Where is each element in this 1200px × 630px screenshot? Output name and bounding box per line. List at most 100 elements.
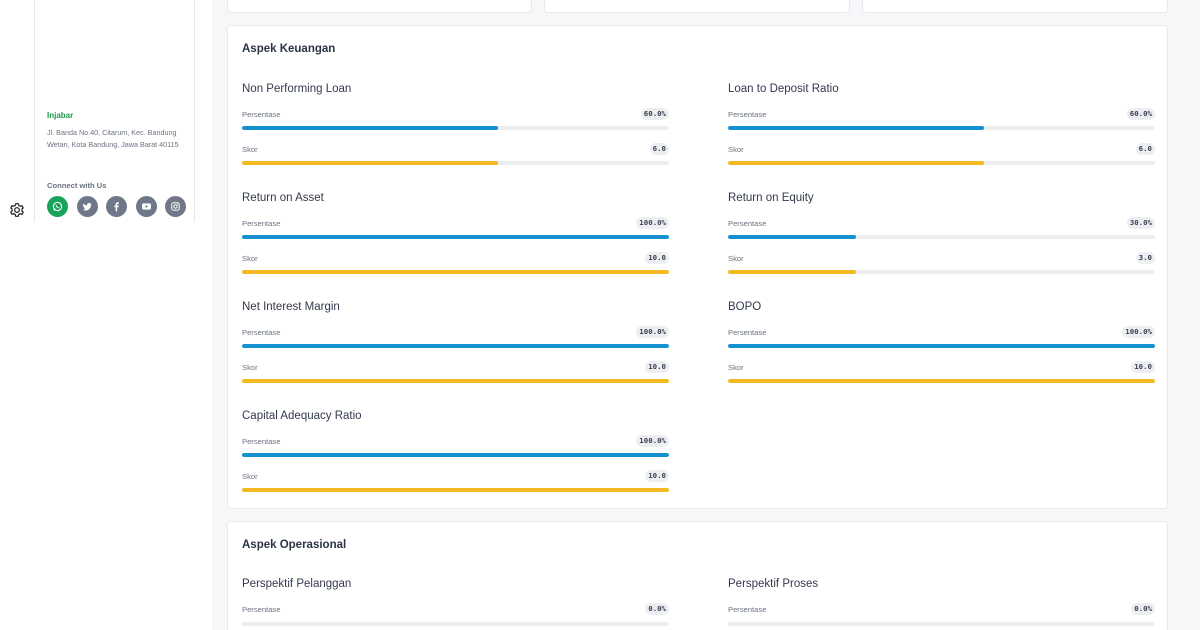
score-badge: 3.0 bbox=[1135, 252, 1155, 264]
metric-roa: Return on Asset Persentase 100.0% Skor 1… bbox=[242, 192, 669, 282]
percent-bar-fill bbox=[242, 126, 499, 130]
sidebar-footer: Injabar Jl. Banda No.40, Citarum, Kec. B… bbox=[34, 0, 195, 222]
percent-badge: 60.0% bbox=[640, 108, 669, 120]
social-links bbox=[47, 196, 186, 217]
percent-bar bbox=[728, 126, 1155, 130]
instagram-icon[interactable] bbox=[165, 196, 186, 217]
score-bar-fill bbox=[242, 379, 669, 383]
score-badge: 10.0 bbox=[1131, 361, 1155, 373]
percent-badge: 0.0% bbox=[1131, 603, 1155, 615]
footer-brand: Injabar bbox=[47, 111, 74, 120]
score-bar bbox=[242, 161, 669, 165]
score-bar-fill bbox=[728, 379, 1155, 383]
percent-label: Persentase bbox=[728, 605, 767, 614]
aspek-operasional-card: Aspek Operasional Perspektif Pelanggan P… bbox=[227, 521, 1168, 630]
percent-badge: 100.0% bbox=[1122, 326, 1155, 338]
score-label: Skor bbox=[242, 363, 258, 372]
score-label: Skor bbox=[728, 145, 744, 154]
metric-title: Net Interest Margin bbox=[242, 301, 340, 313]
percent-bar bbox=[242, 344, 669, 348]
summary-card bbox=[862, 0, 1168, 13]
score-label: Skor bbox=[242, 254, 258, 263]
percent-bar-fill bbox=[242, 453, 669, 457]
score-bar-fill bbox=[728, 161, 985, 165]
footer-address: Jl. Banda No.40, Citarum, Kec. Bandung W… bbox=[47, 128, 179, 149]
percent-bar-fill bbox=[728, 126, 985, 130]
score-bar-fill bbox=[242, 488, 669, 492]
percent-label: Persentase bbox=[242, 605, 281, 614]
score-bar bbox=[242, 270, 669, 274]
sidebar-blank bbox=[0, 222, 212, 630]
score-bar bbox=[728, 161, 1155, 165]
score-label: Skor bbox=[728, 254, 744, 263]
card-title: Aspek Operasional bbox=[242, 539, 347, 551]
percent-label: Persentase bbox=[242, 328, 281, 337]
metric-title: Perspektif Pelanggan bbox=[242, 578, 352, 590]
percent-label: Persentase bbox=[242, 437, 281, 446]
main-content: Aspek Keuangan Non Performing Loan Perse… bbox=[212, 0, 1200, 630]
score-label: Skor bbox=[728, 363, 744, 372]
summary-card bbox=[227, 0, 532, 13]
metric-bopo: BOPO Persentase 100.0% Skor 10.0 bbox=[728, 301, 1155, 391]
metric-title: Return on Asset bbox=[242, 192, 324, 204]
percent-bar-fill bbox=[728, 235, 857, 239]
score-label: Skor bbox=[242, 145, 258, 154]
score-badge: 6.0 bbox=[1135, 143, 1155, 155]
percent-bar bbox=[728, 235, 1155, 239]
percent-bar bbox=[242, 453, 669, 457]
percent-bar bbox=[728, 622, 1155, 626]
percent-bar-fill bbox=[242, 235, 669, 239]
score-bar bbox=[728, 270, 1155, 274]
score-bar bbox=[242, 488, 669, 492]
score-bar bbox=[242, 379, 669, 383]
metric-title: Perspektif Proses bbox=[728, 578, 819, 590]
percent-label: Persentase bbox=[728, 219, 767, 228]
score-bar bbox=[728, 379, 1155, 383]
percent-badge: 0.0% bbox=[645, 603, 669, 615]
percent-badge: 30.0% bbox=[1126, 217, 1155, 229]
whatsapp-icon[interactable] bbox=[47, 196, 68, 217]
sidebar: Injabar Jl. Banda No.40, Citarum, Kec. B… bbox=[0, 0, 212, 630]
score-bar-fill bbox=[242, 270, 669, 274]
score-badge: 10.0 bbox=[645, 252, 669, 264]
percent-bar bbox=[728, 344, 1155, 348]
gear-icon[interactable] bbox=[9, 202, 25, 218]
percent-bar-fill bbox=[728, 344, 1155, 348]
connect-label: Connect with Us bbox=[47, 181, 107, 190]
metric-perspektif-pelanggan: Perspektif Pelanggan Persentase 0.0% bbox=[242, 578, 669, 630]
percent-badge: 60.0% bbox=[1126, 108, 1155, 120]
aspek-keuangan-card: Aspek Keuangan Non Performing Loan Perse… bbox=[227, 25, 1168, 509]
percent-badge: 100.0% bbox=[636, 326, 669, 338]
twitter-icon[interactable] bbox=[76, 196, 98, 217]
metric-npl: Non Performing Loan Persentase 60.0% Sko… bbox=[242, 83, 669, 173]
card-title: Aspek Keuangan bbox=[242, 43, 336, 55]
percent-label: Persentase bbox=[242, 219, 281, 228]
score-bar-fill bbox=[728, 270, 857, 274]
metric-title: Non Performing Loan bbox=[242, 83, 352, 95]
youtube-icon[interactable] bbox=[135, 196, 157, 217]
metric-title: Return on Equity bbox=[728, 192, 814, 204]
metric-roe: Return on Equity Persentase 30.0% Skor 3… bbox=[728, 192, 1155, 282]
percent-badge: 100.0% bbox=[636, 217, 669, 229]
metric-nim: Net Interest Margin Persentase 100.0% Sk… bbox=[242, 301, 669, 391]
score-badge: 10.0 bbox=[645, 470, 669, 482]
metric-car: Capital Adequacy Ratio Persentase 100.0%… bbox=[242, 410, 669, 500]
score-bar-fill bbox=[242, 161, 499, 165]
score-label: Skor bbox=[242, 472, 258, 481]
metric-title: BOPO bbox=[728, 301, 762, 313]
percent-bar bbox=[242, 622, 669, 626]
score-badge: 6.0 bbox=[649, 143, 669, 155]
facebook-icon[interactable] bbox=[106, 196, 127, 217]
percent-label: Persentase bbox=[242, 110, 281, 119]
percent-badge: 100.0% bbox=[636, 435, 669, 447]
percent-bar bbox=[242, 126, 669, 130]
percent-label: Persentase bbox=[728, 328, 767, 337]
metric-perspektif-proses: Perspektif Proses Persentase 0.0% bbox=[728, 578, 1155, 630]
summary-card bbox=[544, 0, 850, 13]
percent-label: Persentase bbox=[728, 110, 767, 119]
metric-ldr: Loan to Deposit Ratio Persentase 60.0% S… bbox=[728, 83, 1155, 173]
metric-title: Capital Adequacy Ratio bbox=[242, 410, 362, 422]
score-badge: 10.0 bbox=[645, 361, 669, 373]
metric-title: Loan to Deposit Ratio bbox=[728, 83, 839, 95]
percent-bar bbox=[242, 235, 669, 239]
